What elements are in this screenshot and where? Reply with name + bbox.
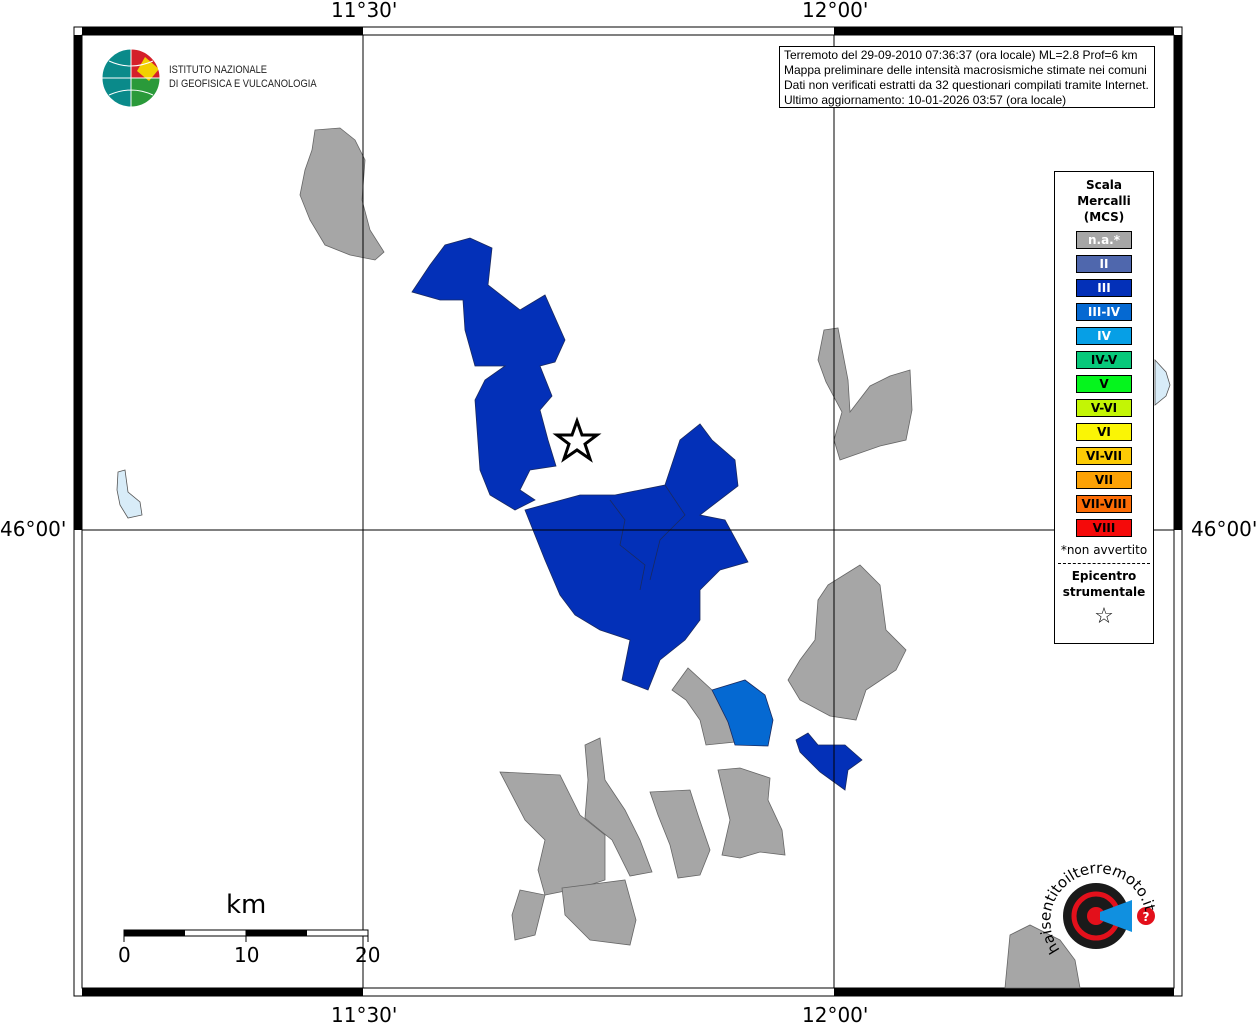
legend-swatch: II xyxy=(1076,255,1132,273)
event-info-line: Mappa preliminare delle intensità macros… xyxy=(784,63,1147,77)
ingv-logo-line2: DI GEOFISICA E VULCANOLOGIA xyxy=(169,78,317,90)
legend-swatch: V-VI xyxy=(1076,399,1132,417)
municipality-iii xyxy=(795,732,863,791)
municipality-na xyxy=(561,879,637,946)
legend-title-line: Mercalli xyxy=(1077,194,1131,208)
ingv-logo-line1: ISTITUTO NAZIONALE xyxy=(169,64,268,76)
epicenter-star-icon: ☆ xyxy=(1094,604,1114,629)
municipality-iii xyxy=(524,423,749,691)
legend-swatch: VIII xyxy=(1076,519,1132,537)
legend-swatch: VII-VIII xyxy=(1076,495,1132,513)
globe-icon xyxy=(101,48,161,108)
legend-swatch: III-IV xyxy=(1076,303,1132,321)
longitude-label-top-left: 11°30' xyxy=(331,0,398,22)
event-info-line: Dati non verificati estratti da 32 quest… xyxy=(784,78,1149,92)
legend-swatch: V xyxy=(1076,375,1132,393)
mercalli-legend: Scala Mercalli (MCS) n.a.* II III III-IV IV I… xyxy=(1054,171,1154,644)
municipality-na xyxy=(717,767,786,859)
municipality-na xyxy=(511,889,546,941)
haisentito-logo: ? haisentitoilterremoto.it xyxy=(1036,859,1159,958)
legend-swatch: IV xyxy=(1076,327,1132,345)
municipality-na xyxy=(584,737,653,877)
longitude-label-bottom-left: 11°30' xyxy=(331,1003,398,1027)
legend-title-line: (MCS) xyxy=(1083,210,1125,224)
scale-tick-label: 0 xyxy=(118,943,131,967)
event-info-line: Terremoto del 29-09-2010 07:36:37 (ora l… xyxy=(784,48,1138,62)
legend-title-line: Scala xyxy=(1085,178,1123,192)
municipality-na xyxy=(817,327,913,461)
legend-swatch: VII xyxy=(1076,471,1132,489)
legend-swatch: III xyxy=(1076,279,1132,297)
graticule xyxy=(82,35,1174,988)
frame-graduation xyxy=(74,27,1182,996)
ingv-logo: ISTITUTO NAZIONALE DI GEOFISICA E VULCAN… xyxy=(101,47,321,109)
scale-bar xyxy=(123,929,369,942)
scale-tick-label: 10 xyxy=(234,943,260,967)
scale-unit: km xyxy=(226,890,267,920)
legend-divider xyxy=(1058,563,1150,564)
epicenter-star-icon xyxy=(552,416,602,463)
legend-swatch: VI xyxy=(1076,423,1132,441)
legend-items: n.a.* II III III-IV IV IV-V V V-VI VI VI-VII VII VI… xyxy=(1055,231,1153,537)
event-info-box: Terremoto del 29-09-2010 07:36:37 (ora l… xyxy=(779,46,1155,108)
municipality-na xyxy=(1004,924,1081,989)
scale-tick-label: 20 xyxy=(355,943,381,967)
legend-swatch: IV-V xyxy=(1076,351,1132,369)
svg-text:?: ? xyxy=(1143,910,1150,924)
epicenter-label-line: Epicentro xyxy=(1071,569,1137,583)
legend-swatch: VI-VII xyxy=(1076,447,1132,465)
municipality-na xyxy=(787,564,907,721)
lake xyxy=(116,469,143,519)
lake xyxy=(1154,358,1171,406)
municipality-iii xyxy=(411,237,566,511)
municipal-borders xyxy=(609,484,686,591)
legend-swatch: n.a.* xyxy=(1076,231,1132,249)
municipality-iii-iv xyxy=(711,679,774,747)
longitude-label-bottom-right: 12°00' xyxy=(802,1003,869,1027)
longitude-label-top-right: 12°00' xyxy=(802,0,869,22)
event-info-line: Ultimo aggiornamento: 10-01-2026 03:57 (… xyxy=(784,93,1067,107)
epicenter-label-line: strumentale xyxy=(1062,585,1146,599)
latitude-label-right: 46°00' xyxy=(1191,517,1256,541)
legend-note: *non avvertito xyxy=(1060,543,1148,557)
latitude-label-left: 46°00' xyxy=(0,517,67,541)
municipality-na xyxy=(299,127,385,261)
municipality-na xyxy=(649,789,711,879)
